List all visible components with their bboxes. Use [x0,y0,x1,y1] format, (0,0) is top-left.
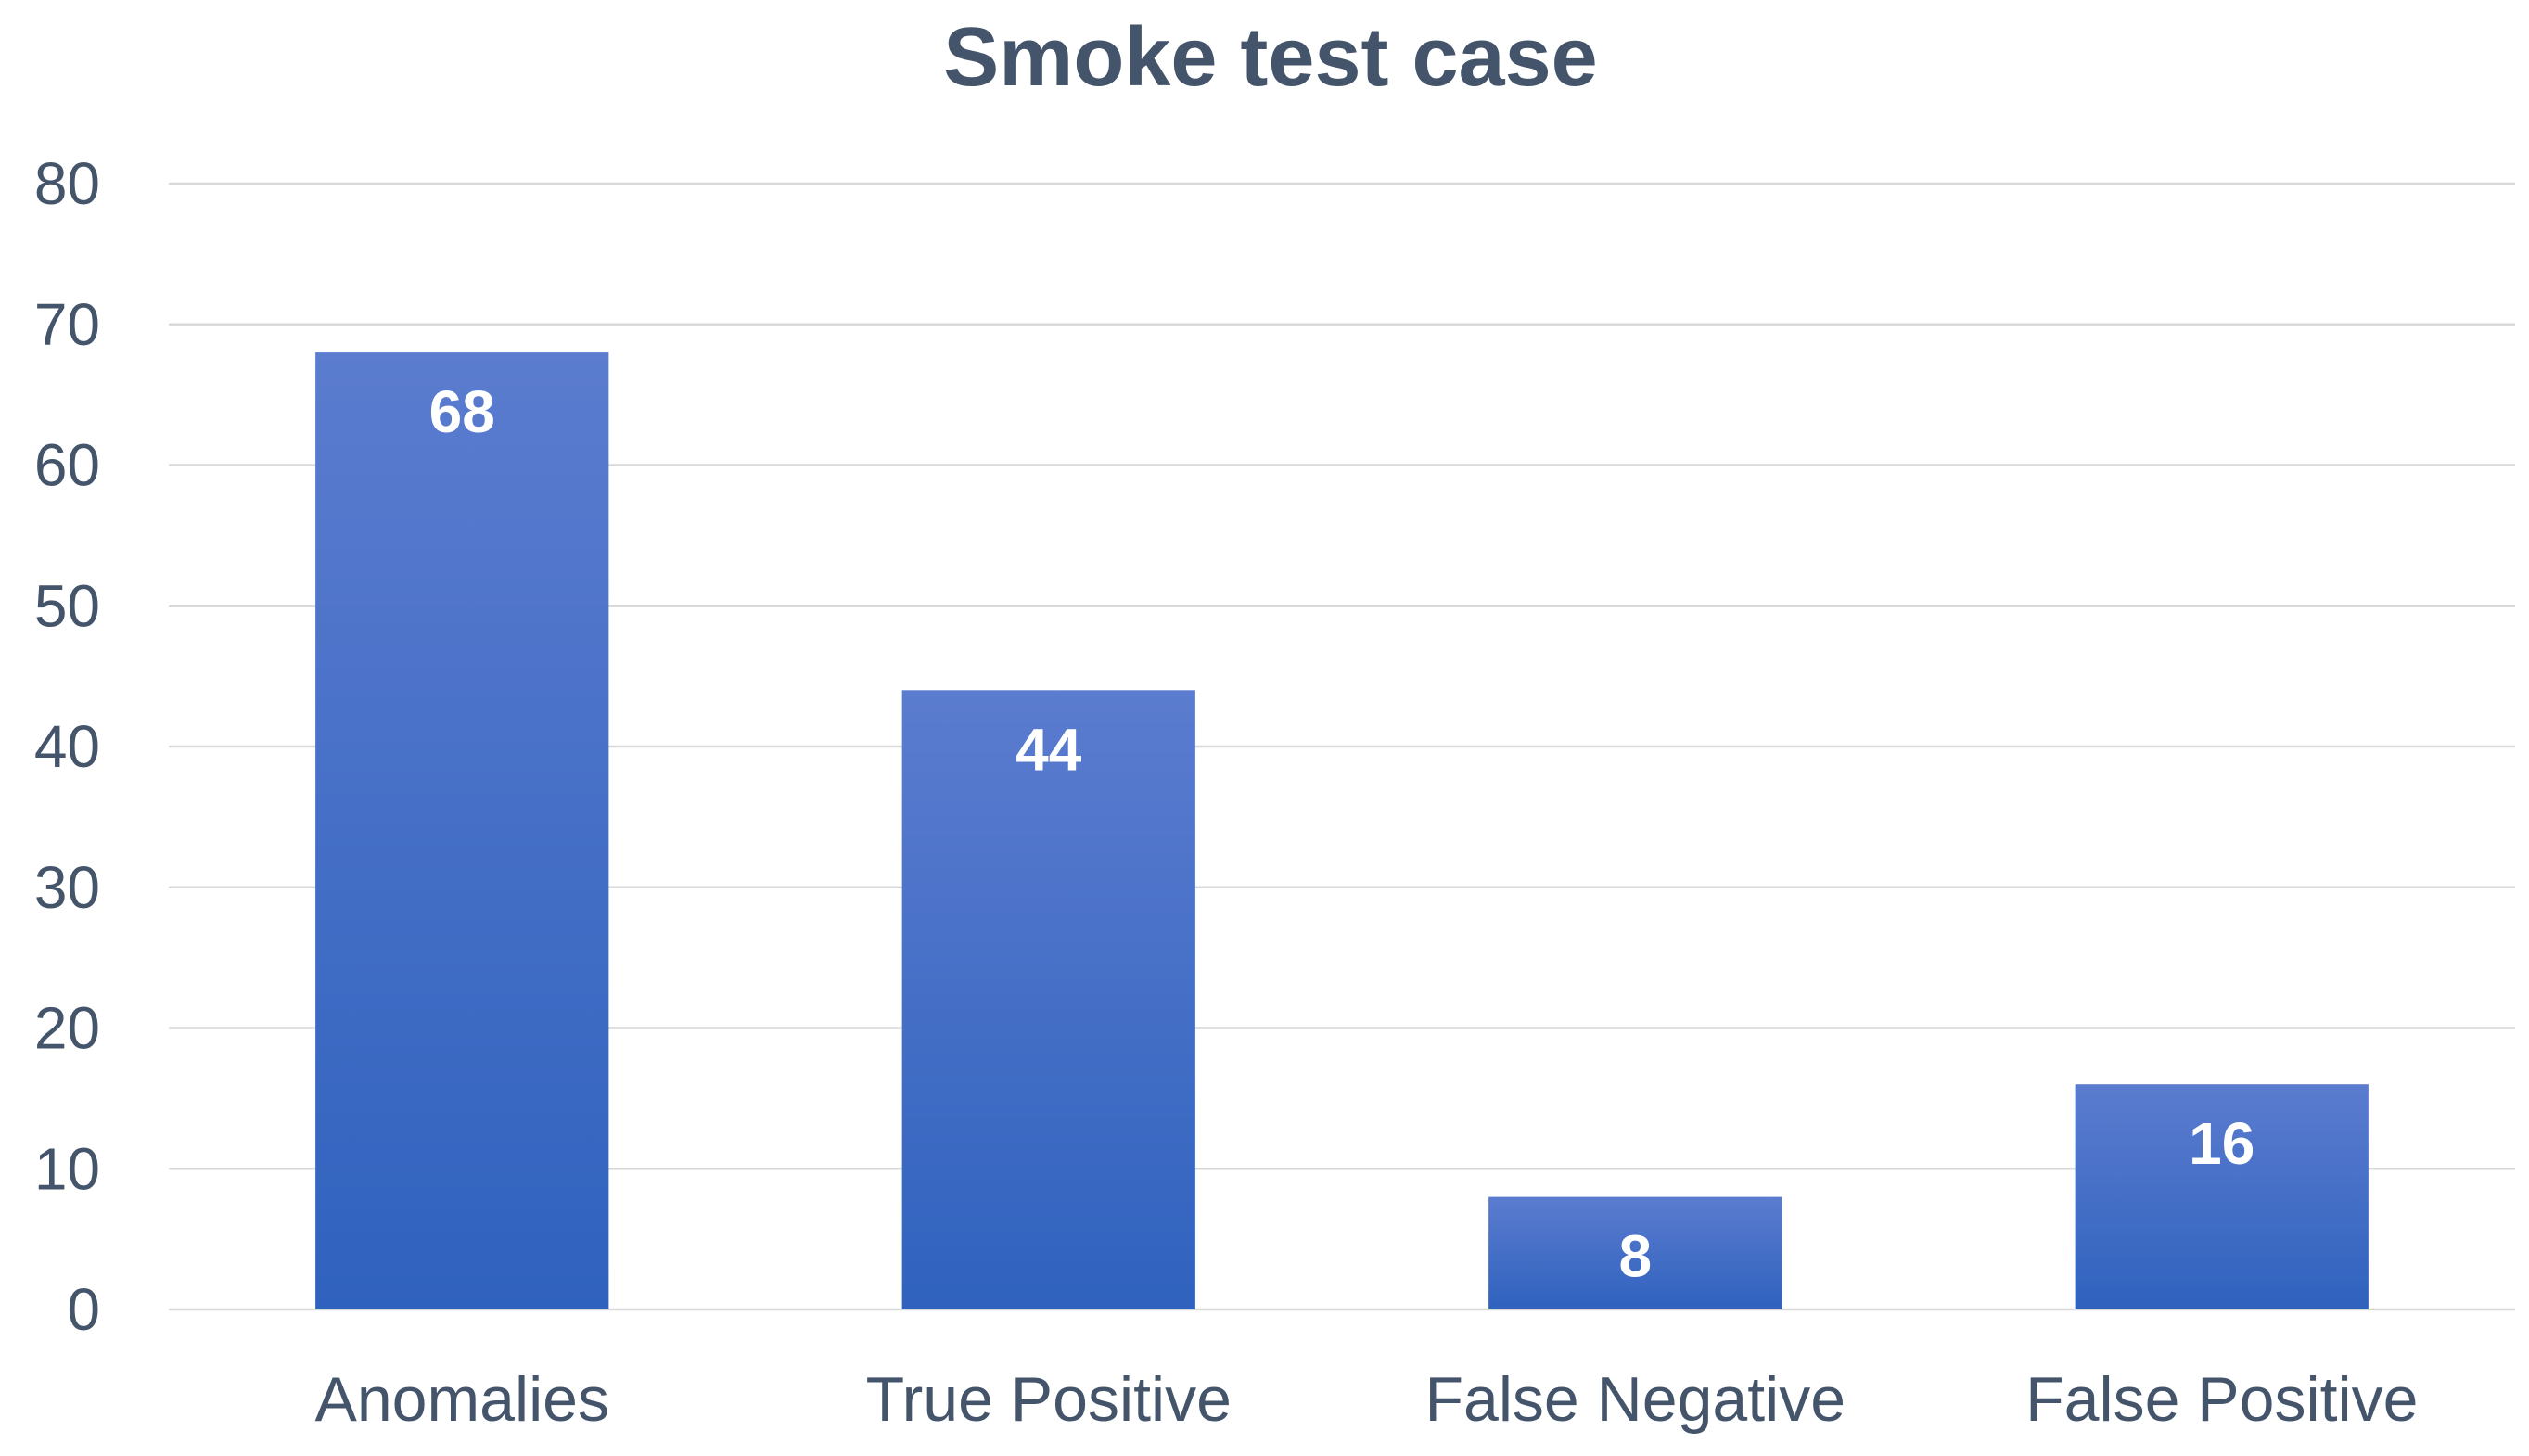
x-axis-categories: Anomalies True Positive False Negative Fals… [315,1364,2419,1435]
x-category-label: False Negative [1424,1364,1846,1435]
data-label: 68 [429,378,495,445]
y-tick-label: 20 [34,995,100,1062]
bars [315,352,2369,1310]
y-tick-label: 60 [34,432,100,499]
bar-false-positive [2075,1084,2369,1309]
bar-false-negative [1488,1196,1782,1309]
bar-true-positive [901,690,1195,1309]
data-labels: 68 44 8 16 [429,378,2255,1290]
x-category-label: False Positive [2025,1364,2418,1435]
y-tick-label: 50 [34,572,100,639]
y-tick-label: 40 [34,713,100,780]
x-category-label: True Positive [866,1364,1232,1435]
chart-title: Smoke test case [943,11,1597,104]
data-label: 16 [2189,1110,2254,1177]
y-axis-ticks: 0 10 20 30 40 50 60 70 80 [34,150,100,1343]
y-tick-label: 10 [34,1135,100,1202]
y-tick-label: 0 [67,1276,100,1343]
x-category-label: Anomalies [315,1364,610,1435]
y-tick-label: 70 [34,291,100,358]
data-label: 44 [1015,716,1082,783]
data-label: 8 [1618,1223,1652,1290]
y-tick-label: 80 [34,150,100,217]
bar-anomalies [315,352,609,1310]
y-tick-label: 30 [34,854,100,921]
